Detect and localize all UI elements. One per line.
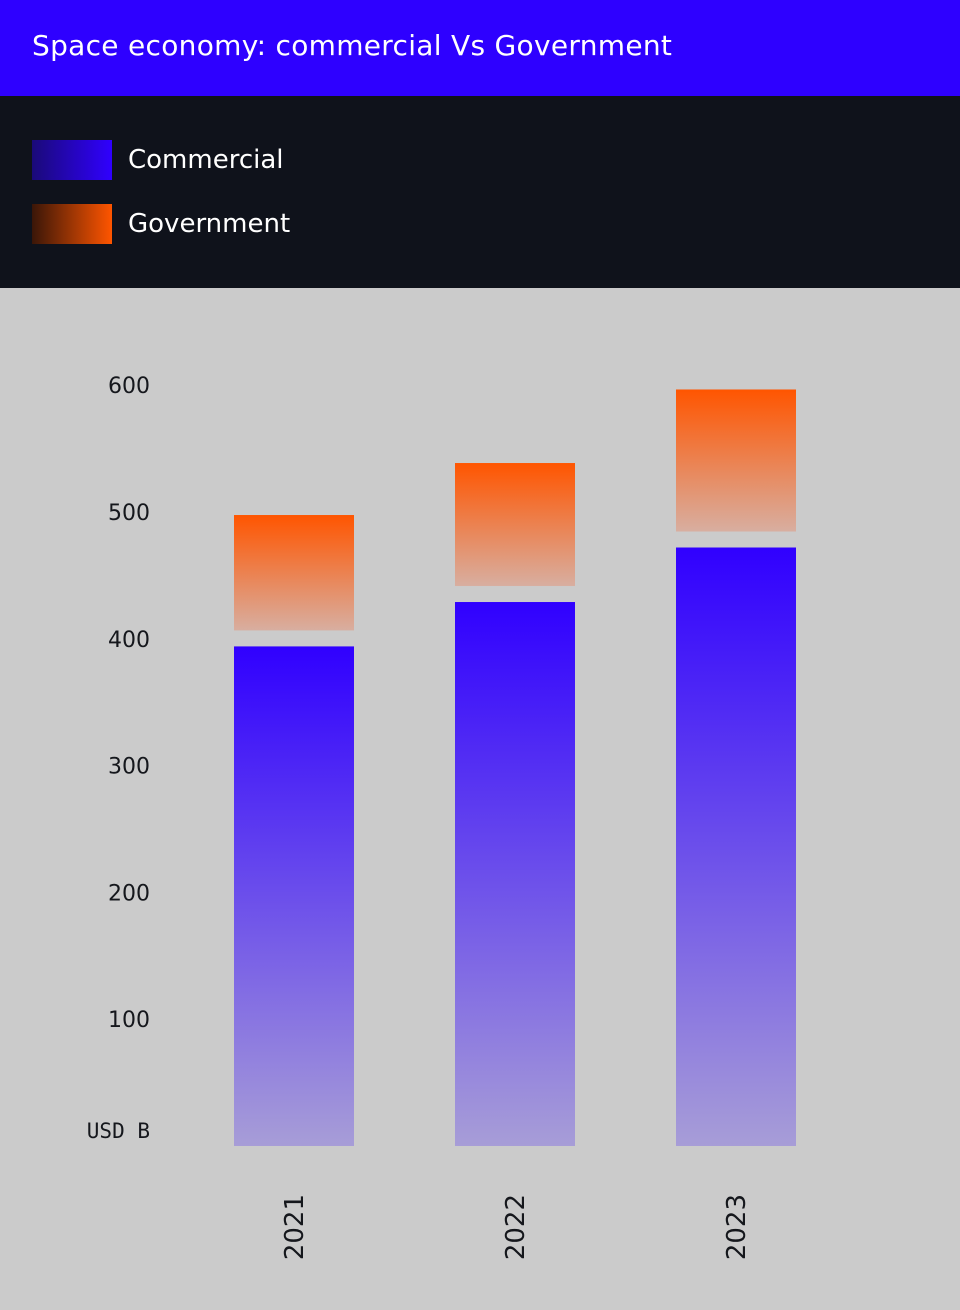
bar-government-2022 [455, 463, 575, 587]
y-tick-label-100: 100 [108, 1008, 150, 1033]
legend-swatch-commercial [32, 140, 112, 180]
bars-group [234, 389, 796, 1146]
bar-commercial-2022 [455, 602, 575, 1146]
x-tick-label-2021: 2021 [280, 1194, 310, 1260]
y-axis-unit-label: USD B [87, 1119, 150, 1143]
x-tick-label-2023: 2023 [722, 1194, 752, 1260]
y-tick-label-300: 300 [108, 755, 150, 780]
legend-item-government: Government [32, 204, 432, 244]
legend-label-government: Government [128, 209, 291, 239]
legend-swatch-government [32, 204, 112, 244]
chart-header: Space economy: commercial Vs Government [0, 0, 960, 96]
bar-chart: 100 200 300 400 500 600 USD B 2021 2022 2023 [87, 374, 796, 1260]
legend-item-commercial: Commercial [32, 140, 432, 180]
bar-commercial-2023 [676, 547, 796, 1146]
legend: Commercial Government [0, 96, 960, 288]
x-tick-label-2022: 2022 [501, 1194, 531, 1260]
y-tick-label-500: 500 [108, 501, 150, 526]
y-tick-label-400: 400 [108, 628, 150, 653]
legend-label-commercial: Commercial [128, 145, 284, 175]
chart-title: Space economy: commercial Vs Government [32, 29, 673, 62]
x-axis: 2021 2022 2023 [280, 1194, 752, 1260]
bar-government-2021 [234, 515, 354, 631]
y-tick-label-600: 600 [108, 374, 150, 399]
bar-commercial-2021 [234, 646, 354, 1146]
y-axis: 100 200 300 400 500 600 USD B [87, 374, 150, 1143]
y-tick-label-200: 200 [108, 881, 150, 906]
bar-government-2023 [676, 389, 796, 532]
